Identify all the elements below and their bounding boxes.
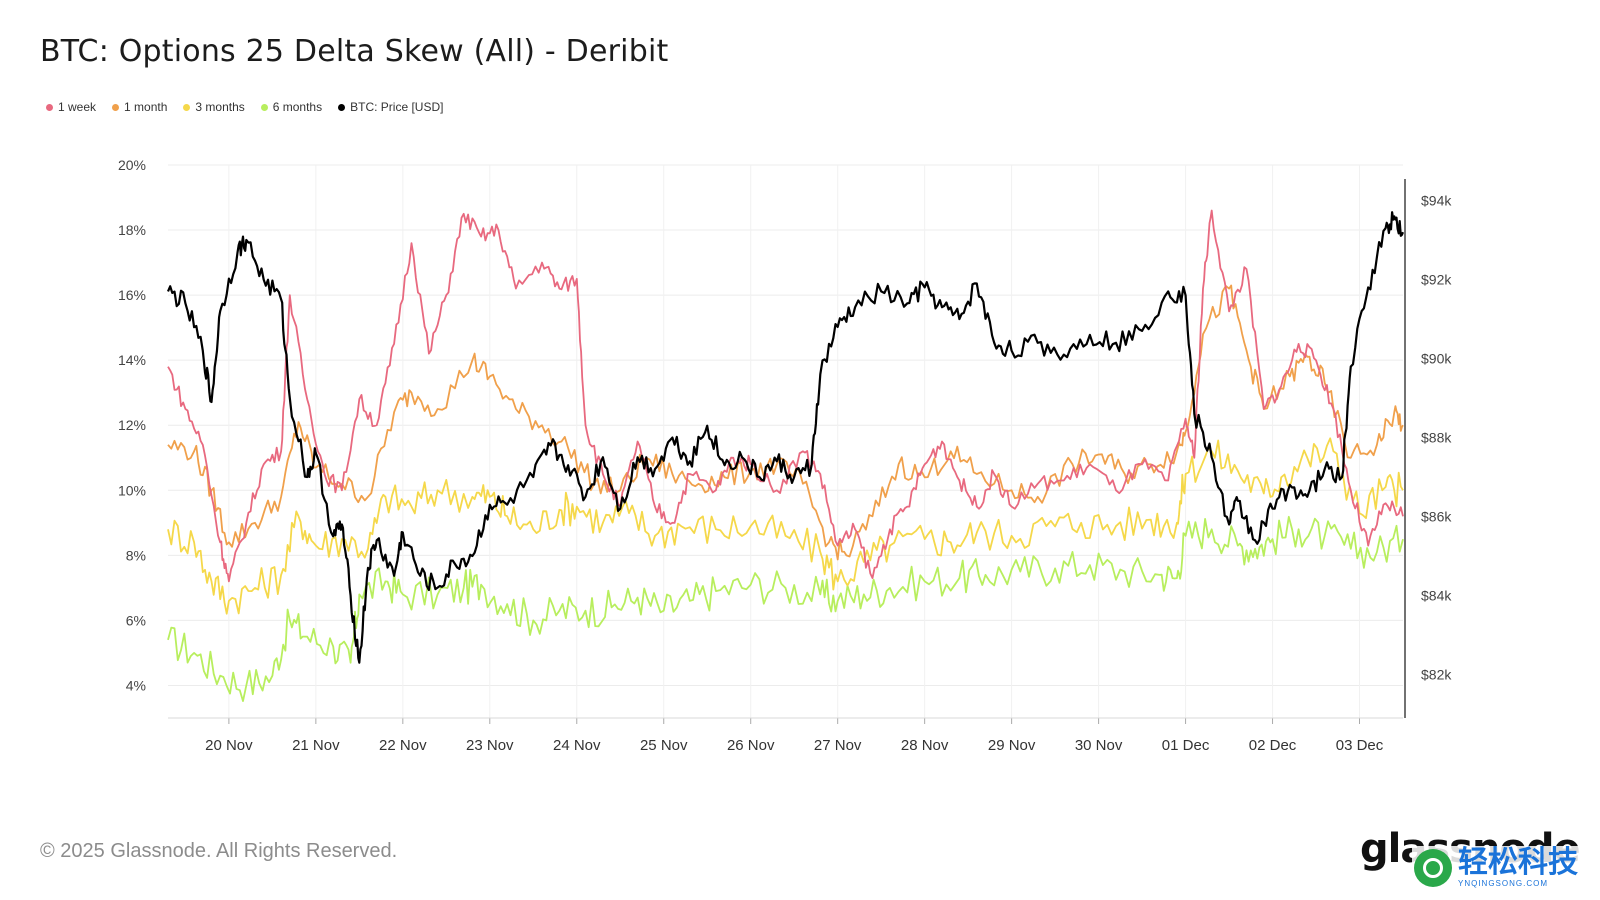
x-tick-label: 02 Dec	[1249, 737, 1297, 754]
x-tick-label: 20 Nov	[205, 737, 253, 754]
watermark-badge: 轻松科技 YNQINGSONG.COM	[1412, 846, 1584, 890]
legend-item-btc-price[interactable]: BTC: Price [USD]	[338, 100, 443, 114]
y-left-tick-label: 14%	[118, 352, 146, 368]
x-tick-label: 27 Nov	[814, 737, 862, 754]
watermark-logo-icon	[1414, 849, 1452, 887]
x-tick-label: 30 Nov	[1075, 737, 1123, 754]
y-left-tick-label: 18%	[118, 222, 146, 238]
y-right-tick-label: $88k	[1421, 430, 1452, 446]
y-right-tick-label: $94k	[1421, 193, 1452, 209]
chart-title: BTC: Options 25 Delta Skew (All) - Derib…	[40, 34, 669, 69]
y-left-tick-label: 6%	[126, 612, 146, 628]
legend-dot-btc-price	[338, 103, 346, 111]
legend: 1 week 1 month 3 months 6 months BTC: Pr…	[46, 100, 443, 114]
series-line-6-months	[167, 515, 1404, 702]
x-tick-label: 23 Nov	[466, 737, 514, 754]
legend-label-3-months: 3 months	[195, 100, 245, 114]
x-tick-label: 01 Dec	[1162, 737, 1210, 754]
legend-item-3-months[interactable]: 3 months	[183, 100, 245, 114]
copyright-footer: © 2025 Glassnode. All Rights Reserved.	[40, 840, 398, 862]
y-right-tick-label: $92k	[1421, 272, 1452, 288]
y-right-tick-label: $84k	[1421, 588, 1452, 604]
legend-label-6-months: 6 months	[272, 100, 323, 114]
x-tick-label: 26 Nov	[727, 737, 775, 754]
legend-label-btc-price: BTC: Price [USD]	[350, 100, 444, 114]
x-tick-label: 24 Nov	[553, 737, 601, 754]
legend-dot-1-week	[46, 103, 53, 111]
series-line-1-week	[167, 209, 1404, 583]
x-tick-label: 28 Nov	[901, 737, 949, 754]
x-tick-label: 03 Dec	[1336, 737, 1384, 754]
y-left-tick-label: 4%	[126, 677, 146, 693]
legend-label-1-week: 1 week	[58, 100, 97, 114]
watermark-main-text: 轻松科技	[1458, 845, 1578, 880]
x-tick-label: 21 Nov	[292, 737, 340, 754]
legend-dot-1-month	[112, 103, 120, 111]
legend-item-1-month[interactable]: 1 month	[112, 100, 167, 114]
series-line-1-month	[167, 284, 1404, 561]
watermark-sub-text: YNQINGSONG.COM	[1458, 879, 1549, 888]
series-line-btc-price-usd-	[166, 211, 1405, 664]
legend-dot-6-months	[260, 103, 268, 111]
legend-dot-3-months	[183, 103, 191, 111]
y-right-tick-label: $90k	[1421, 351, 1452, 367]
x-tick-label: 29 Nov	[988, 737, 1036, 754]
y-right-tick-label: $82k	[1421, 667, 1452, 683]
x-tick-label: 22 Nov	[379, 737, 427, 754]
y-left-tick-label: 20%	[118, 157, 146, 173]
legend-item-1-week[interactable]: 1 week	[46, 100, 96, 114]
y-left-tick-label: 10%	[118, 482, 146, 498]
y-left-tick-label: 12%	[118, 417, 146, 433]
watermark-text: 轻松科技 YNQINGSONG.COM	[1458, 848, 1578, 888]
y-left-tick-label: 16%	[118, 287, 146, 303]
y-left-tick-label: 8%	[126, 547, 146, 563]
x-tick-label: 25 Nov	[640, 737, 688, 754]
legend-item-6-months[interactable]: 6 months	[260, 100, 323, 114]
y-right-tick-label: $86k	[1421, 509, 1452, 525]
legend-label-1-month: 1 month	[124, 100, 168, 114]
